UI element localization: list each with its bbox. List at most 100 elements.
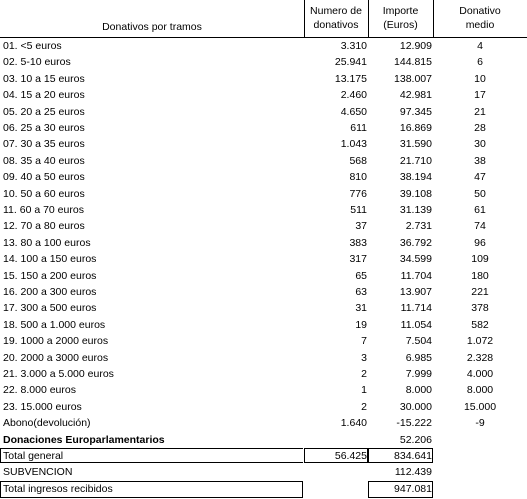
row-amount: 21.710: [399, 154, 432, 167]
row-amount: 13.907: [399, 286, 432, 298]
row-amount: 30.000: [399, 400, 432, 413]
table-row: 15. 150 a 200 euros 65 11.704 180: [0, 268, 527, 284]
row-label: 18. 500 a 1.000 euros: [3, 318, 106, 331]
row-average: 2.328: [466, 351, 494, 364]
row-average: 4.000: [466, 368, 494, 380]
total-general-row: Total general 56.425 834.641: [0, 448, 527, 464]
header-importe: Importe (Euros): [368, 0, 433, 38]
row-count: 611: [350, 122, 367, 134]
row-amount: 6.985: [405, 351, 432, 364]
europarl-amount: 52.206: [399, 434, 432, 446]
table-row: 11. 60 a 70 euros 511 31.139 61: [0, 202, 527, 218]
header-label: Importe: [382, 5, 419, 17]
row-label: 05. 20 a 25 euros: [3, 105, 85, 118]
row-count: 25.941: [334, 56, 367, 69]
row-amount: -15.222: [396, 417, 432, 430]
table-row: 22. 8.000 euros 1 8.000 8.000: [0, 382, 527, 398]
row-amount: 36.792: [399, 236, 432, 249]
row-count: 568: [349, 154, 367, 167]
header-numero-donativos: Numero de donativos: [304, 0, 368, 38]
row-amount: 16.869: [399, 122, 432, 134]
header-label: Donativos por tramos: [102, 21, 202, 33]
row-count: 37: [355, 220, 367, 233]
total-ingresos-amount-box: [368, 481, 433, 498]
row-label: 10. 50 a 60 euros: [3, 187, 85, 200]
table-row: 14. 100 a 150 euros 317 34.599 109: [0, 251, 527, 267]
row-amount: 42.981: [399, 89, 432, 102]
total-general-box: [0, 448, 303, 463]
row-amount: 31.590: [399, 138, 432, 151]
row-label: 01. <5 euros: [3, 40, 62, 52]
row-count: 383: [349, 236, 367, 249]
row-label: 13. 80 a 100 euros: [3, 236, 91, 249]
grid-line: [433, 0, 434, 38]
row-count: 1.043: [340, 138, 367, 151]
row-count: 7: [361, 335, 367, 348]
table-row: 09. 40 a 50 euros 810 38.194 47: [0, 169, 527, 185]
row-count: 19: [355, 318, 367, 331]
header-bottom-border: [0, 37, 527, 38]
row-amount: 11.714: [400, 302, 432, 315]
row-average: 17: [474, 89, 486, 102]
table-row: 02. 5-10 euros 25.941 144.815 6: [0, 54, 527, 70]
header-label: medio: [465, 19, 495, 31]
row-count: 63: [355, 286, 367, 298]
total-ingresos-label: Total ingresos recibidos: [3, 483, 113, 495]
row-label: 21. 3.000 a 5.000 euros: [3, 368, 114, 380]
row-count: 1.640: [340, 417, 367, 430]
row-count: 2: [361, 400, 367, 413]
table-row: 21. 3.000 a 5.000 euros 2 7.999 4.000: [0, 366, 527, 382]
row-label: 19. 1000 a 2000 euros: [3, 335, 109, 348]
row-count: 3: [361, 351, 367, 364]
total-ingresos-row: Total ingresos recibidos 947.081: [0, 481, 527, 497]
row-amount: 7.504: [405, 335, 432, 348]
row-average: 10: [474, 72, 486, 85]
table-row: 18. 500 a 1.000 euros 19 11.054 582: [0, 317, 527, 333]
row-amount: 38.194: [399, 171, 432, 184]
table-row: 01. <5 euros 3.310 12.909 4: [0, 38, 527, 54]
row-count: 317: [349, 253, 367, 266]
header-label: Numero de: [310, 5, 362, 17]
row-label: 09. 40 a 50 euros: [3, 171, 85, 184]
header-donativo-medio: Donativo medio: [433, 0, 527, 38]
row-average: 8.000: [466, 384, 494, 397]
row-average: 180: [471, 269, 489, 282]
row-count: 1: [361, 384, 367, 397]
table-row: 08. 35 a 40 euros 568 21.710 38: [0, 153, 527, 169]
row-average: 38: [474, 154, 486, 167]
row-label: 08. 35 a 40 euros: [3, 154, 85, 167]
row-label: 23. 15.000 euros: [3, 400, 82, 413]
row-amount: 31.139: [399, 204, 432, 216]
row-count: 511: [350, 204, 367, 216]
row-amount: 39.108: [399, 187, 432, 200]
row-average: 15.000: [463, 400, 497, 413]
table-row: 07. 30 a 35 euros 1.043 31.590 30: [0, 136, 527, 152]
total-general-amount: 834.641: [394, 450, 432, 462]
row-average: 4: [477, 40, 483, 52]
row-average: 47: [474, 171, 486, 184]
row-label: Abono(devolución): [3, 417, 91, 430]
table-row: 17. 300 a 500 euros 31 11.714 378: [0, 300, 527, 316]
row-average: -9: [475, 417, 485, 430]
table-row: 16. 200 a 300 euros 63 13.907 221: [0, 284, 527, 300]
subvencion-label: SUBVENCION: [3, 466, 73, 478]
row-count: 776: [349, 187, 367, 200]
subvencion-row: SUBVENCION 112.439: [0, 464, 527, 480]
table-row: 10. 50 a 60 euros 776 39.108 50: [0, 186, 527, 202]
grid-line: [368, 0, 369, 38]
row-label: 20. 2000 a 3000 euros: [3, 351, 109, 364]
row-label: 03. 10 a 15 euros: [3, 72, 85, 85]
total-general-label: Total general: [3, 450, 64, 462]
total-general-count-box: [304, 448, 368, 463]
row-amount: 144.815: [394, 56, 432, 69]
europarl-row: Donaciones Europarlamentarios 52.206: [0, 432, 527, 448]
row-amount: 138.007: [394, 72, 432, 85]
row-label: 22. 8.000 euros: [3, 384, 76, 397]
row-average: 582: [471, 318, 489, 331]
row-average: 6: [477, 56, 483, 69]
row-label: 06. 25 a 30 euros: [3, 122, 85, 134]
row-count: 65: [355, 269, 367, 282]
table-row: 05. 20 a 25 euros 4.650 97.345 21: [0, 104, 527, 120]
row-amount: 34.599: [399, 253, 432, 266]
